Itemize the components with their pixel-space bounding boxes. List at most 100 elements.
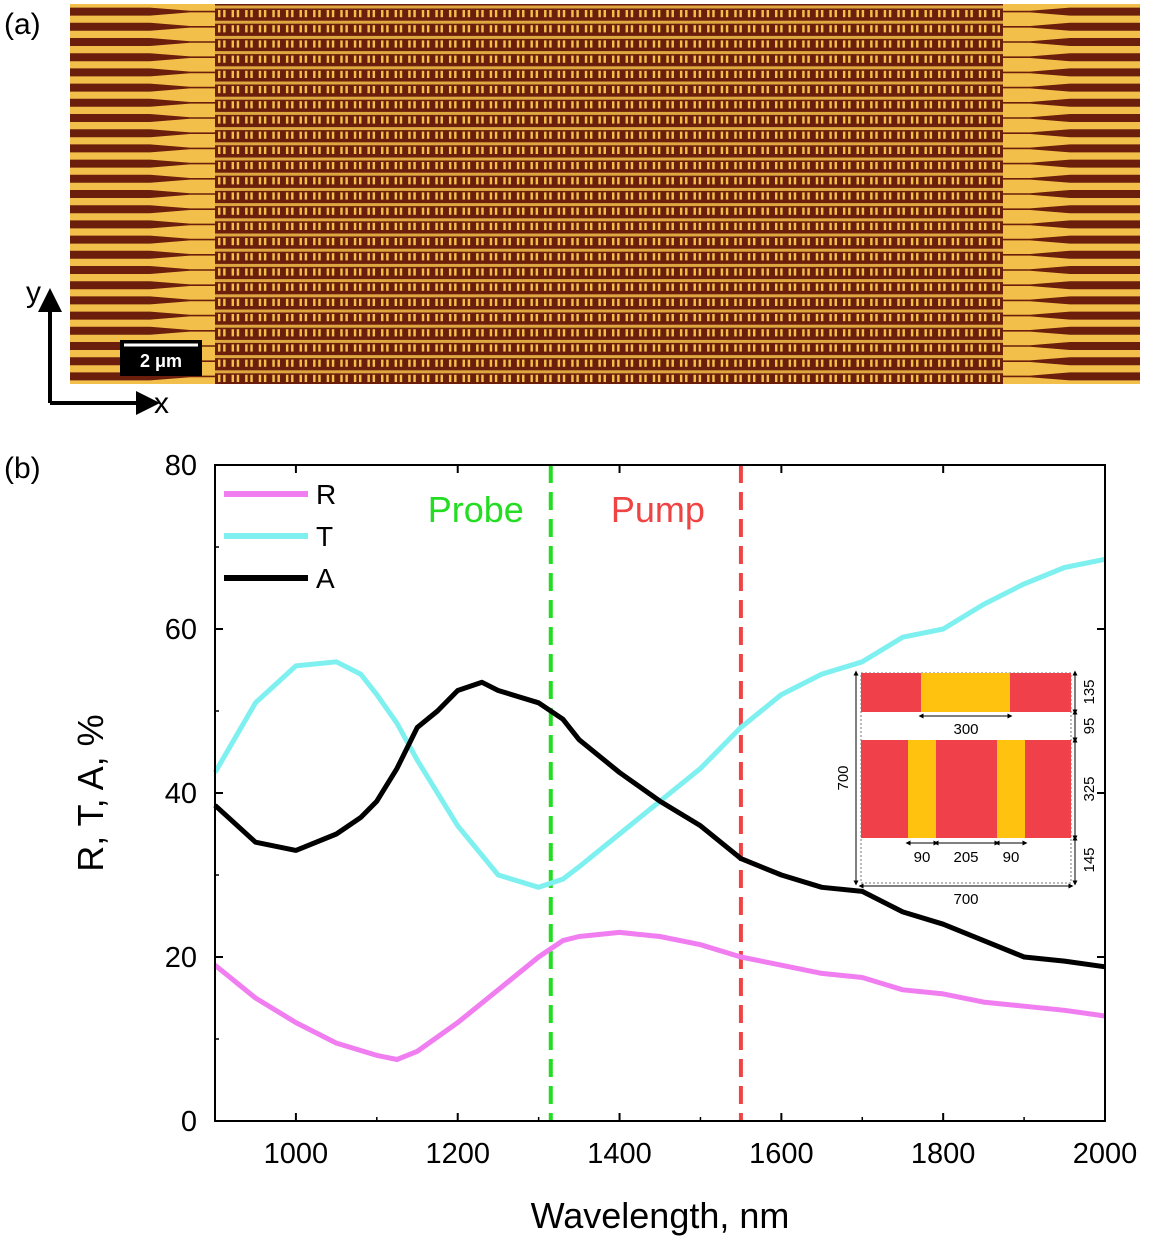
array-bar (888, 374, 892, 382)
array-bar (883, 131, 887, 139)
array-bar (916, 131, 919, 139)
array-bar (644, 116, 647, 124)
array-bar (747, 131, 751, 139)
array-bar (557, 162, 561, 170)
array-bar (386, 238, 389, 246)
array-bar (739, 177, 742, 185)
array-bar (657, 131, 661, 139)
array-bar (897, 329, 900, 337)
array-bar (652, 101, 656, 109)
array-bar (720, 268, 724, 276)
array-bar (603, 177, 607, 185)
array-bar (712, 10, 715, 18)
array-bar (467, 359, 471, 367)
array-bar (883, 238, 887, 246)
array-bar (326, 162, 330, 170)
array-bar (272, 222, 275, 230)
array-bar (476, 162, 479, 170)
array-bar (943, 374, 946, 382)
array-bar (807, 359, 810, 367)
array-bar (707, 253, 710, 261)
array-bar (331, 222, 335, 230)
array-bar (951, 10, 955, 18)
array-bar (725, 131, 729, 139)
array-bar (753, 268, 756, 276)
array-wire (215, 370, 1003, 374)
array-bar (476, 344, 479, 352)
array-bar (916, 222, 919, 230)
array-bar (576, 116, 579, 124)
array-bar (277, 131, 280, 139)
array-bar (856, 146, 859, 154)
series-line-a (213, 679, 1106, 970)
array-bar (231, 253, 235, 261)
array-bar (910, 10, 914, 18)
array-bar (652, 314, 656, 322)
right-taper (1003, 159, 1140, 168)
array-bar (340, 253, 343, 261)
array-bar (856, 55, 859, 63)
array-bar (372, 359, 376, 367)
array-bar (693, 268, 696, 276)
array-bar (902, 344, 905, 352)
array-bar (522, 177, 525, 185)
array-bar (951, 70, 955, 78)
array-bar (712, 207, 715, 215)
array-bar (720, 253, 724, 261)
array-bar (508, 146, 511, 154)
array-bar (685, 116, 688, 124)
array-bar (761, 344, 764, 352)
array-bar (780, 374, 783, 382)
array-bar (766, 116, 770, 124)
array-bar (603, 162, 607, 170)
array-bar (679, 131, 683, 139)
array-bar (685, 238, 688, 246)
array-bar (788, 314, 792, 322)
array-bar (285, 374, 289, 382)
array-bar (685, 177, 688, 185)
array-bar (476, 207, 479, 215)
array-bar (883, 70, 887, 78)
array-bar (481, 116, 484, 124)
array-bar (250, 146, 253, 154)
array-bar (381, 268, 384, 276)
array-bar (725, 70, 729, 78)
array-bar (834, 207, 837, 215)
array-bar (467, 238, 471, 246)
array-bar (630, 25, 634, 33)
array-bar (916, 329, 919, 337)
array-bar (815, 40, 819, 48)
array-bar (263, 55, 267, 63)
array-bar (829, 25, 832, 33)
array-bar (888, 268, 892, 276)
array-bar (992, 298, 995, 306)
array-bar (367, 55, 370, 63)
array-bar (245, 238, 248, 246)
array-bar (326, 101, 330, 109)
array-bar (408, 192, 411, 200)
array-bar (522, 298, 525, 306)
array-bar (489, 359, 493, 367)
array-bar (277, 344, 280, 352)
array-bar (571, 146, 574, 154)
array-bar (291, 298, 294, 306)
left-taper (70, 38, 215, 46)
array-bar (630, 86, 634, 94)
array-bar (345, 25, 348, 33)
left-taper (70, 281, 215, 290)
array-bar (943, 298, 946, 306)
array-bar (997, 101, 1001, 109)
array-bar (516, 374, 520, 382)
array-bar (829, 162, 832, 170)
array-bar (530, 192, 533, 200)
array-bar (345, 374, 348, 382)
array-bar (902, 283, 905, 291)
array-bar (970, 25, 973, 33)
array-bar (359, 283, 362, 291)
array-bar (671, 329, 674, 337)
array-bar (562, 192, 566, 200)
array-bar (516, 344, 520, 352)
array-bar (576, 55, 579, 63)
array-bar (571, 162, 574, 170)
array-bar (652, 283, 656, 291)
